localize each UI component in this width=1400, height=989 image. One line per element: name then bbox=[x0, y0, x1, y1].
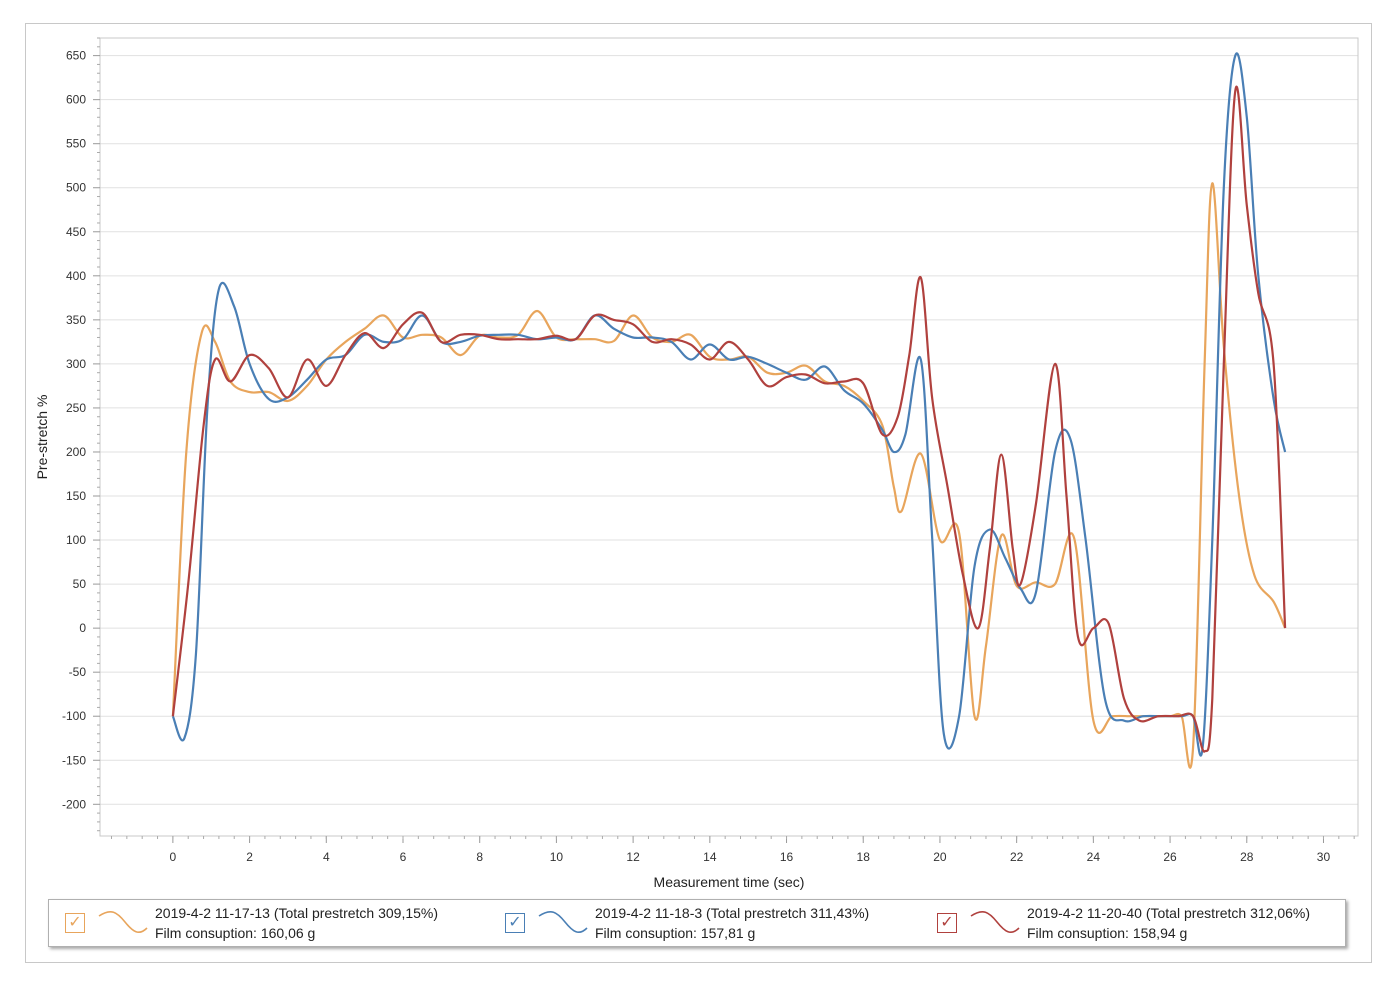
x-tick-label: 30 bbox=[1317, 850, 1331, 864]
legend-sublabel-series-3: Film consuption: 158,94 g bbox=[1027, 925, 1188, 941]
legend-swatch-series-3 bbox=[970, 910, 1020, 934]
grid bbox=[100, 55, 1358, 805]
x-tick-label: 10 bbox=[550, 850, 564, 864]
y-tick-label: 650 bbox=[66, 49, 86, 63]
y-tick-label: 100 bbox=[66, 533, 86, 547]
x-tick-label: 20 bbox=[933, 850, 947, 864]
x-tick-label: 6 bbox=[400, 850, 407, 864]
y-tick-label: 250 bbox=[66, 401, 86, 415]
x-axis-title: Measurement time (sec) bbox=[654, 874, 805, 890]
x-tick-label: 12 bbox=[626, 850, 640, 864]
x-tick-label: 2 bbox=[246, 850, 253, 864]
legend: ✓ 2019-4-2 11-17-13 (Total prestretch 30… bbox=[48, 899, 1346, 947]
y-tick-label: 400 bbox=[66, 269, 86, 283]
plot-area-border bbox=[99, 37, 1359, 837]
x-tick-label: 26 bbox=[1163, 850, 1177, 864]
y-axis-title: Pre-stretch % bbox=[34, 395, 50, 480]
chart-frame bbox=[25, 23, 1372, 963]
series-line-3 bbox=[171, 85, 1287, 753]
legend-sublabel-series-2: Film consuption: 157,81 g bbox=[595, 925, 756, 941]
y-tick-label: 300 bbox=[66, 357, 86, 371]
x-tick-label: 8 bbox=[476, 850, 483, 864]
x-tick-label: 22 bbox=[1010, 850, 1024, 864]
legend-text-series-1: 2019-4-2 11-17-13 (Total prestretch 309,… bbox=[155, 903, 438, 943]
legend-sublabel-series-1: Film consuption: 160,06 g bbox=[155, 925, 316, 941]
y-tick-label: 0 bbox=[79, 621, 86, 635]
y-tick-label: 350 bbox=[66, 313, 86, 327]
y-tick-label: 150 bbox=[66, 489, 86, 503]
x-tick-label: 14 bbox=[703, 850, 717, 864]
checkbox-series-3[interactable]: ✓ bbox=[937, 913, 957, 933]
x-tick-label: 28 bbox=[1240, 850, 1254, 864]
y-tick-label: -150 bbox=[62, 753, 86, 767]
series-line-2 bbox=[171, 52, 1287, 757]
y-tick-label: 450 bbox=[66, 225, 86, 239]
x-tick-label: 0 bbox=[170, 850, 177, 864]
x-tick-label: 18 bbox=[857, 850, 871, 864]
legend-swatch-series-2 bbox=[538, 910, 588, 934]
x-tick-label: 16 bbox=[780, 850, 794, 864]
legend-label-series-2: 2019-4-2 11-18-3 (Total prestretch 311,4… bbox=[595, 905, 870, 921]
legend-swatch-series-1 bbox=[98, 910, 148, 934]
y-tick-label: 50 bbox=[73, 577, 87, 591]
legend-item-series-2[interactable]: ✓ 2019-4-2 11-18-3 (Total prestretch 311… bbox=[505, 900, 869, 946]
legend-text-series-2: 2019-4-2 11-18-3 (Total prestretch 311,4… bbox=[595, 903, 869, 943]
y-tick-label: 600 bbox=[66, 93, 86, 107]
y-axis: 650600550500450400350300250200150100500-… bbox=[62, 37, 100, 832]
y-tick-label: -50 bbox=[69, 665, 87, 679]
x-tick-label: 4 bbox=[323, 850, 330, 864]
x-tick-label: 24 bbox=[1087, 850, 1101, 864]
legend-label-series-3: 2019-4-2 11-20-40 (Total prestretch 312,… bbox=[1027, 905, 1311, 921]
y-tick-label: 200 bbox=[66, 445, 86, 459]
series-line-1 bbox=[171, 182, 1287, 769]
y-tick-label: -200 bbox=[62, 797, 86, 811]
checkbox-series-2[interactable]: ✓ bbox=[505, 913, 525, 933]
y-tick-label: -100 bbox=[62, 709, 86, 723]
legend-label-series-1: 2019-4-2 11-17-13 (Total prestretch 309,… bbox=[155, 905, 439, 921]
series-lines bbox=[171, 52, 1287, 769]
legend-item-series-1[interactable]: ✓ 2019-4-2 11-17-13 (Total prestretch 30… bbox=[65, 900, 438, 946]
checkbox-series-1[interactable]: ✓ bbox=[65, 913, 85, 933]
legend-item-series-3[interactable]: ✓ 2019-4-2 11-20-40 (Total prestretch 31… bbox=[937, 900, 1310, 946]
legend-text-series-3: 2019-4-2 11-20-40 (Total prestretch 312,… bbox=[1027, 903, 1310, 943]
y-tick-label: 500 bbox=[66, 181, 86, 195]
x-axis: 0 2 4 6 8 10 12 14 16 18 20 22 24 26 28 30 bbox=[111, 836, 1355, 864]
y-tick-label: 550 bbox=[66, 137, 86, 151]
